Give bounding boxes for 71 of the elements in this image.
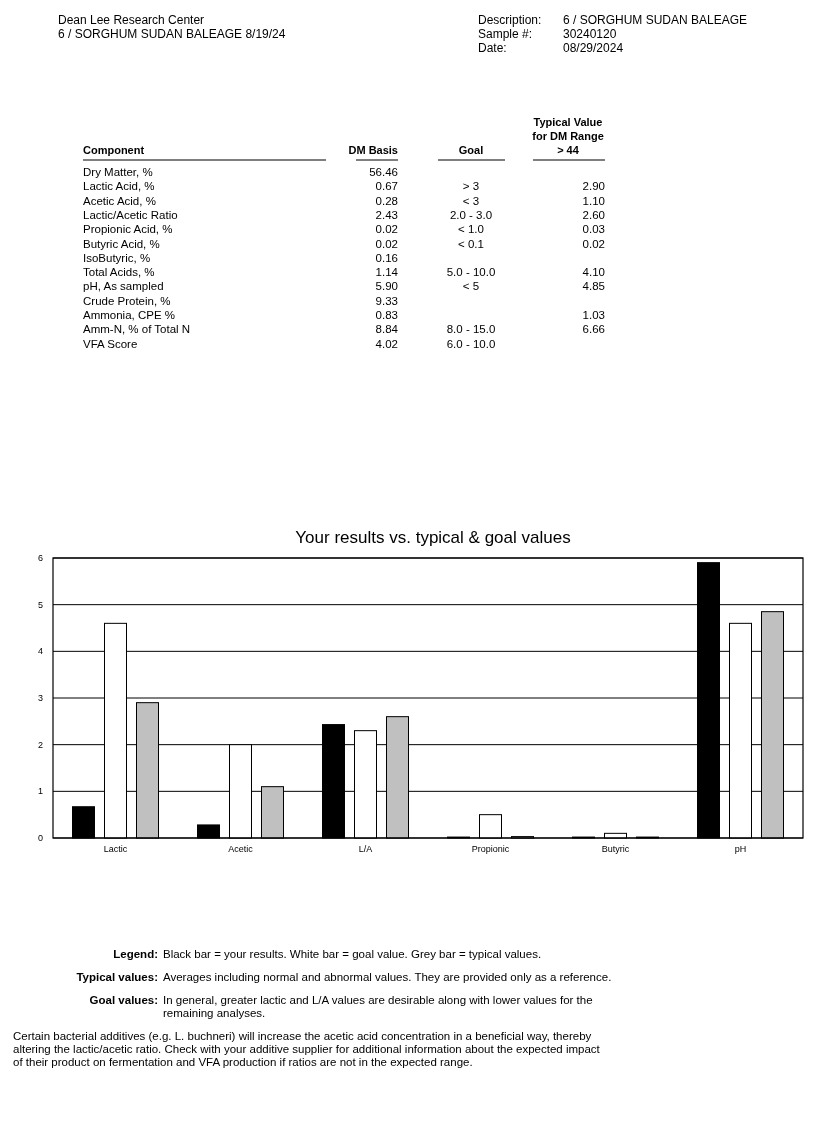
text: 6 / SORGHUM SUDAN BALEAGE 8/19/24 [58,27,286,41]
category-label: Total Acids, % [83,266,155,279]
text: 6.66 [582,323,605,336]
x-tick-label: pH [734,844,747,854]
category-label: IsoButyric, % [83,251,151,264]
text: Description: 6 / SORGHUM SUDAN BALEAGE [478,13,748,27]
text: Legend: Black bar = your results. White bar = goal value. Grey bar = typical values. [113,948,542,960]
category-label: Lactic/Acetic Ratio [83,208,178,221]
category-label: Amm-N, % of Total N [83,323,191,336]
text: 0.03 [582,223,605,236]
category-label: Crude Protein, % [83,294,171,307]
category-label: Goal [458,144,484,156]
text: Typical values: Averages including normal and abnormal values. They are provided only as a reference. [76,971,612,983]
text: 2.90 [582,180,605,193]
text: Dean Lee Research Center [58,13,205,27]
text: 2.0 - 3.0 [449,208,493,221]
text: Date: 08/29/2024 [478,41,624,55]
x-tick-label: Acetic [228,844,254,854]
text: 0.28 [375,194,398,207]
x-tick-label: L/A [358,844,373,854]
x-tick-label: Butyric [601,844,630,854]
text: 1.10 [582,194,605,207]
text: < 1.0 [458,223,484,236]
text: Sample #: 30240120 [478,27,617,41]
text: 1.03 [582,309,605,321]
text: Goal values: In general, greater lactic and L/A values are desirable along with lower values for the remaining analyses. [89,994,593,1019]
text: 0.02 [582,237,605,250]
text: 4.02 [375,337,398,350]
y-tick-label: 0 [37,833,43,843]
x-tick-label: Lactic [103,844,128,854]
category-label: Lactic Acid, % [83,180,155,193]
chart-title: Your results vs. typical & goal values [295,528,571,547]
text: 5.0 - 10.0 [446,266,496,279]
text: < 3 [462,194,480,207]
y-tick-label: 1 [37,786,43,797]
text: 0.16 [375,251,398,264]
x-tick-label: Propionic [471,844,510,854]
text: 2.60 [582,208,605,221]
category-label: Dry Matter, % [83,166,153,178]
category-label: DM Basis [348,144,398,156]
y-tick-label: 3 [37,693,43,703]
y-tick-label: 5 [37,599,43,610]
category-label: Butyric Acid, % [83,237,160,250]
text: 9.33 [375,294,398,307]
text: 4.10 [582,266,605,279]
text: > 3 [462,180,480,193]
text: 8.0 - 15.0 [446,323,496,336]
category-label: Acetic Acid, % [83,194,156,207]
category-label: Propionic Acid, % [83,223,173,236]
y-tick-label: 6 [37,553,43,563]
text: 8.84 [375,323,398,336]
text: 4.85 [582,280,605,293]
text: < 5 [462,280,480,293]
y-tick-label: 4 [37,646,43,657]
text: 6.0 - 10.0 [446,337,496,350]
text: 2.43 [375,208,398,221]
category-label: Typical Value for DM Range > 44 [532,116,604,156]
category-label: pH, As sampled [83,280,164,293]
text: 5.90 [375,280,398,293]
category-label: VFA Score [83,337,138,350]
category-label: Ammonia, CPE % [83,309,176,321]
text: 0.02 [375,223,398,236]
text: 0.67 [375,180,398,193]
text: < 0.1 [458,237,484,250]
text: 1.14 [375,266,398,279]
text: 0.83 [375,309,398,321]
category-label: Component [83,144,145,156]
text: 0.02 [375,237,398,250]
y-tick-label: 2 [37,739,43,750]
text: Certain bacterial additives (e.g. L. buchneri) will increase the acetic acid concentration in a beneficial way, thereby altering the lactic/acetic ratio. Check with your additive supplier for additional information about the expected impact of their product on fermentation and VFA production if ratios are not in the expected range. [13,1030,601,1068]
text: 56.46 [369,166,398,178]
